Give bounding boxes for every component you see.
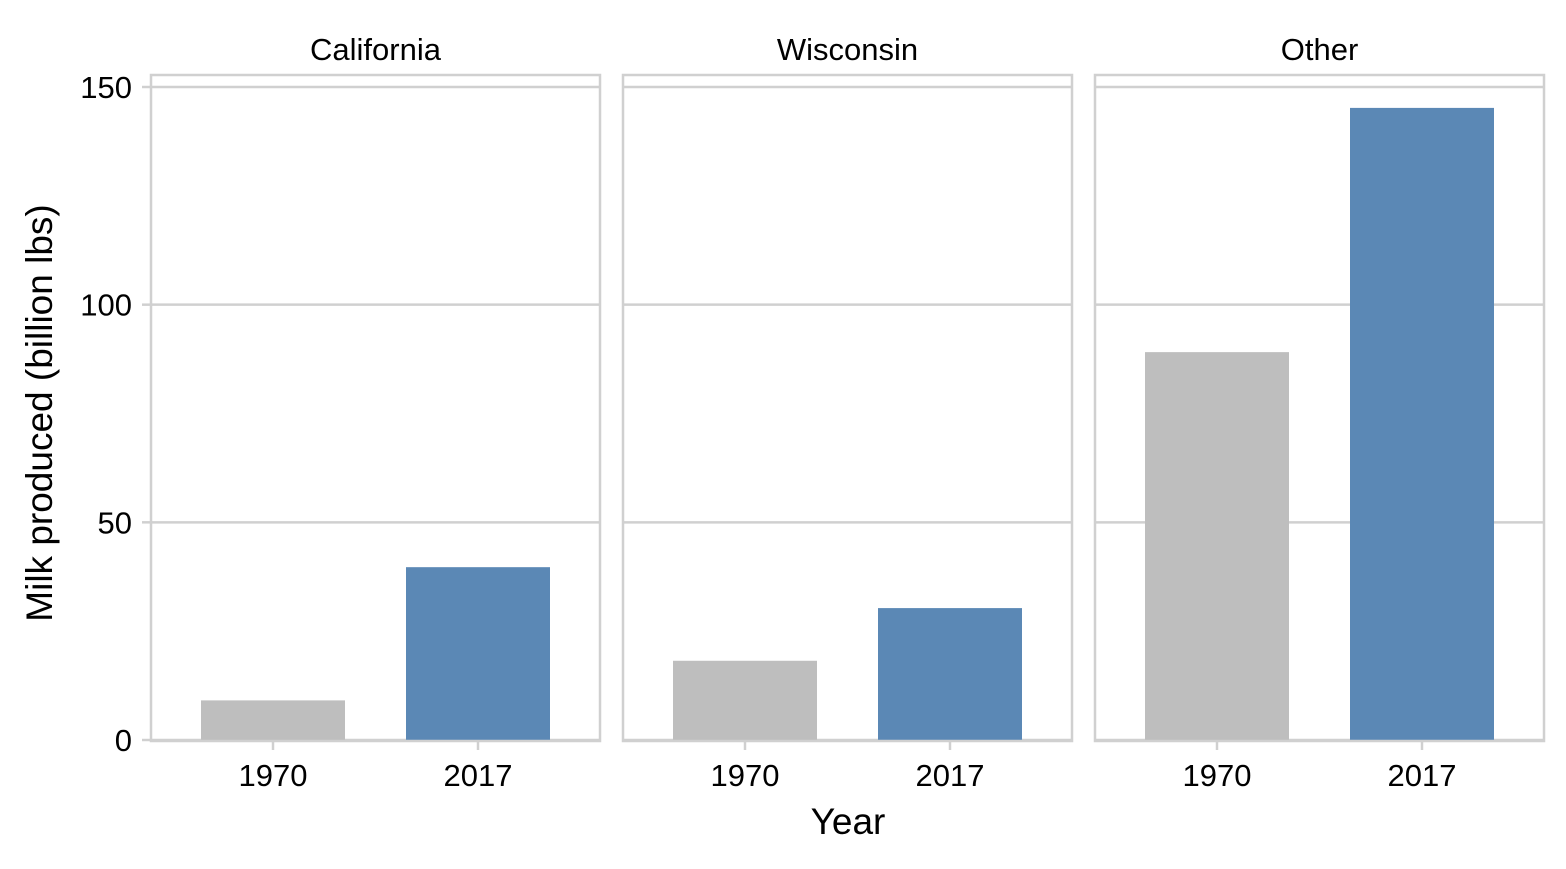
- panel-border-wisconsin: [621, 73, 1074, 743]
- x-tick-label-california-2017: 2017: [444, 758, 513, 793]
- panels-layer: 1970 2017 California 1970 2017 Wisconsin 1970 2…: [149, 32, 1546, 793]
- y-axis-title: Milk produced (billion lbs): [19, 204, 60, 621]
- panel-border-california: [149, 73, 602, 743]
- x-axis-title: Year: [811, 801, 886, 842]
- bar-wisconsin-2017: [878, 608, 1022, 740]
- x-tick-label-wisconsin-2017: 2017: [916, 758, 985, 793]
- panel-border-other: [1093, 73, 1546, 743]
- panel-title-wisconsin: Wisconsin: [777, 32, 918, 67]
- bar-california-2017: [406, 567, 550, 740]
- x-tick-label-other-1970: 1970: [1183, 758, 1252, 793]
- bar-other-1970: [1145, 352, 1289, 740]
- panel-california: 1970 2017 California: [149, 32, 602, 793]
- panel-wisconsin: 1970 2017 Wisconsin: [621, 32, 1074, 793]
- y-tick-label-150: 150: [80, 70, 132, 105]
- panel-other: 1970 2017 Other: [1093, 32, 1546, 793]
- x-tick-label-other-2017: 2017: [1388, 758, 1457, 793]
- bar-other-2017: [1350, 107, 1494, 741]
- bar-wisconsin-1970: [673, 660, 817, 740]
- panel-title-california: California: [310, 32, 442, 67]
- bar-california-1970: [201, 700, 345, 740]
- y-axis: 0 50 100 150: [80, 70, 151, 758]
- panel-title-other: Other: [1281, 32, 1359, 67]
- y-tick-label-100: 100: [80, 288, 132, 323]
- y-tick-label-0: 0: [115, 723, 132, 758]
- x-tick-label-california-1970: 1970: [239, 758, 308, 793]
- y-tick-label-50: 50: [98, 505, 132, 540]
- x-tick-label-wisconsin-1970: 1970: [711, 758, 780, 793]
